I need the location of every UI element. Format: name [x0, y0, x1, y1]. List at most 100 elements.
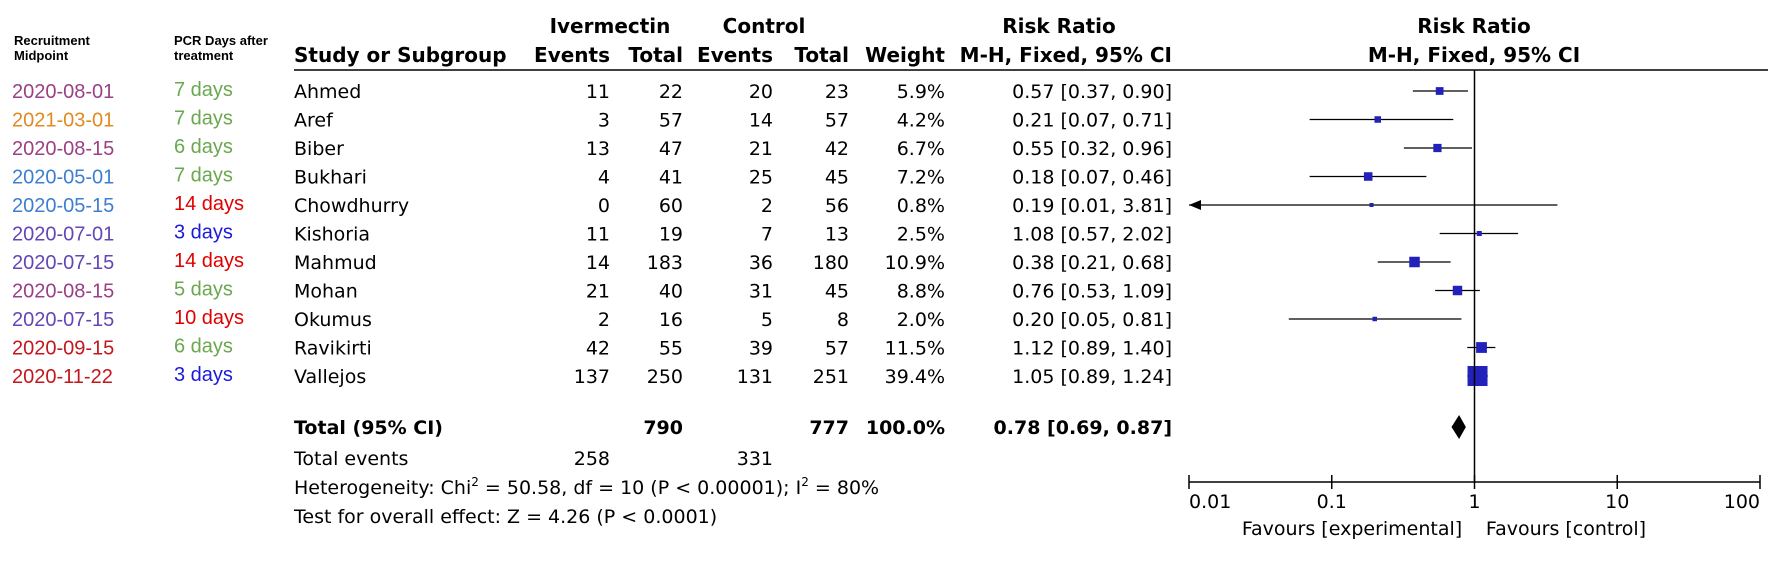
iv-total: 47: [659, 138, 683, 160]
x-axis: 0.01 0.1 1 10 100: [1188, 475, 1761, 513]
risk-ratio-ci: 1.05 [0.89, 1.24]: [1012, 366, 1172, 388]
ctl-events: 36: [749, 252, 773, 274]
study-name: Mahmud: [294, 252, 377, 274]
header-risk-ratio: Risk Ratio: [1002, 14, 1115, 38]
study-name: Mohan: [294, 281, 358, 303]
header-weight: Weight: [865, 43, 945, 67]
header-ivermectin: Ivermectin: [550, 14, 671, 38]
risk-ratio-ci: 0.55 [0.32, 0.96]: [1012, 138, 1172, 160]
pcr-days: 14 days: [174, 250, 244, 272]
risk-ratio-ci: 1.08 [0.57, 2.02]: [1012, 224, 1172, 246]
study-name: Biber: [294, 138, 344, 160]
iv-events: 21: [586, 281, 610, 303]
weight: 11.5%: [885, 338, 945, 360]
weight: 39.4%: [885, 366, 945, 388]
study-name: Chowdhurry: [294, 195, 409, 217]
pcr-days: 7 days: [174, 108, 233, 130]
ctl-total: 56: [825, 195, 849, 217]
recruitment-midpoint: 2020-05-01: [12, 167, 114, 189]
header-iv-total: Total: [628, 43, 683, 67]
ctl-events: 2: [761, 195, 773, 217]
weight: 7.2%: [897, 167, 945, 189]
recruitment-midpoint: 2020-07-15: [12, 252, 114, 274]
ctl-total: 180: [813, 252, 849, 274]
effect-square: [1369, 203, 1374, 207]
total-rr: 0.78 [0.69, 0.87]: [994, 417, 1172, 439]
iv-total: 60: [659, 195, 683, 217]
pcr-days: 6 days: [174, 136, 233, 158]
study-name: Ravikirti: [294, 338, 372, 360]
study-name: Vallejos: [294, 366, 366, 388]
iv-total: 19: [659, 224, 683, 246]
pcr-days: 10 days: [174, 307, 244, 329]
total-ctl: 777: [809, 417, 849, 439]
iv-total: 41: [659, 167, 683, 189]
risk-ratio-ci: 1.12 [0.89, 1.40]: [1012, 338, 1172, 360]
axis-tick-label: 0.1: [1317, 491, 1347, 513]
iv-total: 250: [647, 366, 683, 388]
ctl-total: 57: [825, 110, 849, 132]
header-method: M-H, Fixed, 95% CI: [960, 43, 1172, 67]
total-weight: 100.0%: [866, 417, 945, 439]
iv-total: 40: [659, 281, 683, 303]
study-name: Kishoria: [294, 224, 370, 246]
ctl-events: 39: [749, 338, 773, 360]
pcr-days: 6 days: [174, 336, 233, 358]
axis-tick-label: 1: [1468, 491, 1480, 513]
iv-total: 16: [659, 309, 683, 331]
weight: 5.9%: [897, 81, 945, 103]
iv-events: 14: [586, 252, 610, 274]
effect-square: [1374, 116, 1382, 123]
pcr-days: 3 days: [174, 222, 233, 244]
iv-events: 4: [598, 167, 610, 189]
heterogeneity-text: Heterogeneity: Chi2 = 50.58, df = 10 (P …: [294, 475, 879, 499]
iv-events: 2: [598, 309, 610, 331]
total-events-label: Total events: [293, 448, 408, 470]
study-rows: 2020-08-01 7 days Ahmed 11 22 20 23 5.9% 0.57 [0…: [12, 79, 1172, 388]
effect-square: [1372, 316, 1377, 322]
study-name: Okumus: [294, 309, 372, 331]
iv-events: 137: [574, 366, 610, 388]
ci-arrow: [1189, 200, 1201, 210]
pcr-days: 7 days: [174, 165, 233, 187]
ctl-total: 23: [825, 81, 849, 103]
ctl-events: 14: [749, 110, 773, 132]
iv-total: 22: [659, 81, 683, 103]
iv-events: 42: [586, 338, 610, 360]
iv-total: 183: [647, 252, 683, 274]
header-recruitment-line1: Recruitment: [14, 33, 91, 48]
ctl-events: 131: [737, 366, 773, 388]
effect-square: [1435, 87, 1444, 95]
recruitment-midpoint: 2020-07-15: [12, 309, 114, 331]
recruitment-midpoint: 2020-08-15: [12, 281, 114, 303]
ctl-total: 13: [825, 224, 849, 246]
pooled-diamond: [1451, 415, 1466, 439]
effect-square: [1433, 143, 1442, 153]
recruitment-midpoint: 2020-08-15: [12, 138, 114, 160]
risk-ratio-ci: 0.38 [0.21, 0.68]: [1012, 252, 1172, 274]
axis-tick-label: 10: [1605, 491, 1629, 513]
iv-total: 55: [659, 338, 683, 360]
ctl-total: 42: [825, 138, 849, 160]
pcr-days: 7 days: [174, 79, 233, 101]
iv-events: 11: [586, 224, 610, 246]
ctl-total: 8: [837, 309, 849, 331]
ctl-events: 5: [761, 309, 773, 331]
ctl-events: 31: [749, 281, 773, 303]
iv-events: 3: [598, 110, 610, 132]
weight: 2.5%: [897, 224, 945, 246]
effect-square: [1476, 342, 1487, 353]
effect-square: [1476, 230, 1482, 237]
header-recruitment-line2: Midpoint: [14, 48, 69, 63]
effect-square: [1363, 172, 1373, 181]
ctl-events: 7: [761, 224, 773, 246]
study-name: Bukhari: [294, 167, 367, 189]
iv-total: 57: [659, 110, 683, 132]
header-ctl-total: Total: [794, 43, 849, 67]
study-name: Ahmed: [294, 81, 361, 103]
axis-tick-label: 100: [1724, 491, 1760, 513]
risk-ratio-ci: 0.76 [0.53, 1.09]: [1012, 281, 1172, 303]
pcr-days: 3 days: [174, 364, 233, 386]
ctl-events: 25: [749, 167, 773, 189]
